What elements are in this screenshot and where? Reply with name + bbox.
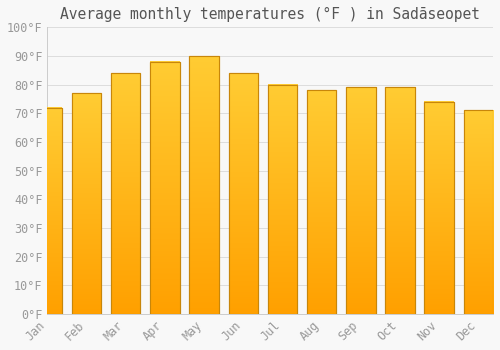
Bar: [72, 93, 102, 314]
Bar: [190, 56, 219, 314]
Bar: [464, 110, 493, 314]
Bar: [346, 88, 376, 314]
Bar: [307, 90, 336, 314]
Bar: [150, 62, 180, 314]
Bar: [424, 102, 454, 314]
Bar: [307, 90, 336, 314]
Title: Average monthly temperatures (°F ) in Sadāseopet: Average monthly temperatures (°F ) in Sa…: [60, 7, 480, 22]
Bar: [386, 88, 414, 314]
Bar: [228, 73, 258, 314]
Bar: [386, 88, 414, 314]
Bar: [268, 85, 297, 314]
Bar: [346, 88, 376, 314]
Bar: [268, 85, 297, 314]
Bar: [150, 62, 180, 314]
Bar: [464, 110, 493, 314]
Bar: [32, 107, 62, 314]
Bar: [228, 73, 258, 314]
Bar: [32, 107, 62, 314]
Bar: [111, 73, 140, 314]
Bar: [72, 93, 102, 314]
Bar: [111, 73, 140, 314]
Bar: [424, 102, 454, 314]
Bar: [190, 56, 219, 314]
